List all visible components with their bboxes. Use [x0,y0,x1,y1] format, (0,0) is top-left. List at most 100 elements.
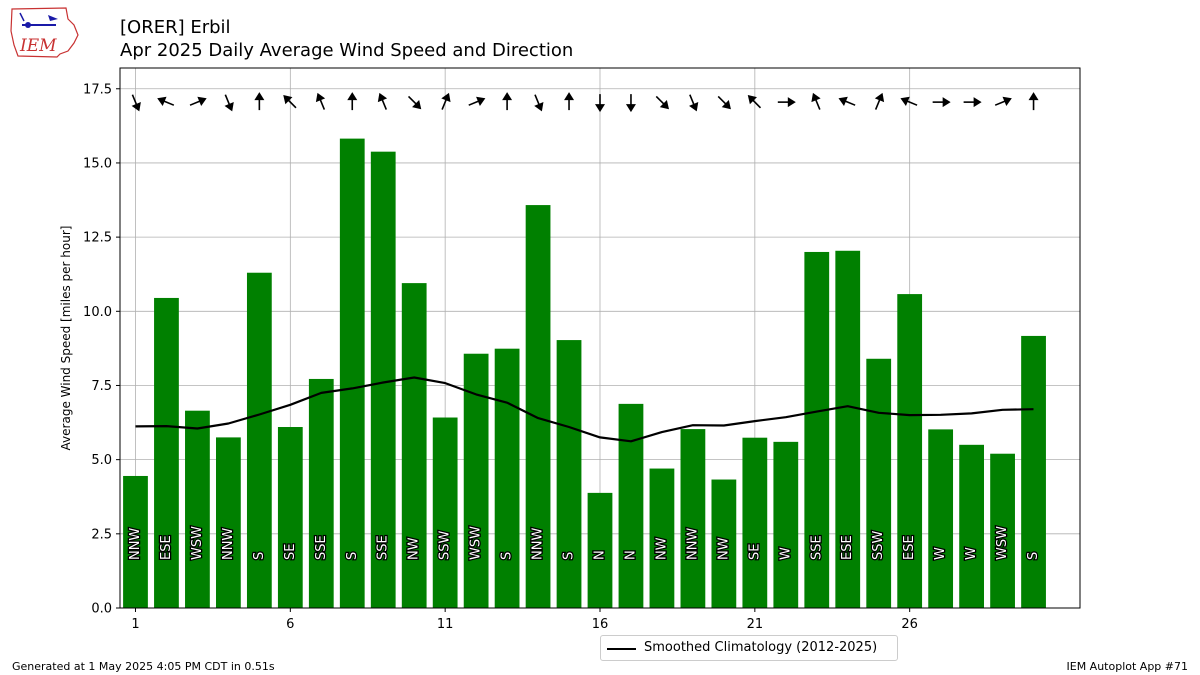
wind-arrow-shaft [814,99,821,110]
wind-arrow [717,95,731,110]
bar [866,358,892,608]
wind-arrow-head [659,99,670,110]
bar [494,348,520,608]
wind-arrow-shaft [689,94,695,106]
wind-arrow-shaft [287,99,297,109]
wind-arrow-head [1028,92,1039,101]
direction-label: W [778,547,793,560]
bar [556,340,582,608]
wind-arrow-shaft [407,95,417,105]
bar [773,441,799,608]
wind-arrow-head [625,104,636,113]
wind-arrow [502,92,513,111]
wind-arrow-shaft [224,94,231,106]
direction-label: ESE [902,535,917,560]
wind-arrow [564,92,575,111]
bar [216,437,241,608]
bar [587,492,613,608]
legend-line-swatch [607,648,636,650]
direction-label: SSE [314,535,329,560]
wind-arrow [254,92,265,111]
wind-arrow [1028,92,1039,111]
bar [680,429,706,608]
wind-arrow-head [224,102,234,112]
wind-arrow [655,95,670,110]
bar [804,251,830,608]
direction-label: S [562,552,577,560]
wind-arrow-shaft [655,95,665,105]
wind-arrow [468,96,486,106]
climatology-line-layer [135,376,1034,443]
bar [835,250,861,608]
wind-arrow-shaft [468,100,480,106]
bar [185,410,210,608]
wind-arrow [874,92,885,110]
wind-arrow-head [838,96,848,106]
wind-arrow [283,95,297,109]
autoplot-app-label: IEM Autoplot App #71 [1066,660,1189,673]
wind-arrow [811,92,821,110]
wind-arrow-head [564,92,575,101]
direction-label: NW [654,537,669,560]
bar [928,429,954,608]
wind-arrow [747,95,762,109]
legend-label: Smoothed Climatology (2012-2025) [644,640,878,655]
wind-arrow [838,96,856,106]
wind-arrow-head [315,92,326,103]
wind-arrow [534,94,544,112]
wind-arrow-shaft [319,99,326,110]
direction-label: W [964,547,979,560]
direction-label: SSW [438,530,453,560]
direction-label: S [252,552,267,560]
bar [990,453,1015,608]
direction-label: NNW [128,528,143,560]
y-tick-label: 2.5 [91,527,112,542]
wind-arrow-shaft [752,99,762,109]
axis-layer: 0.02.55.07.510.012.515.017.51 6 11 16 21 26 [83,82,918,632]
legend: Smoothed Climatology (2012-2025) [600,635,898,661]
bar [370,151,396,608]
wind-arrow-head [157,96,167,106]
wind-arrow [315,92,326,110]
bar [308,378,334,608]
wind-arrow-head [595,104,605,113]
wind-arrow [224,94,234,112]
wind-arrow-head [197,96,207,106]
wind-arrow-head [973,97,982,108]
wind-arrow [900,96,918,106]
direction-label: S [1026,552,1041,560]
wind-arrow-head [502,92,513,101]
x-tick-label: 6 [286,617,294,632]
wind-arrow-head [131,102,141,112]
bar [618,403,644,608]
x-tick-label: 1 [131,617,139,632]
bar [711,479,737,608]
direction-label: N [623,550,638,560]
bar [897,294,923,608]
wind-arrow [377,92,388,110]
wind-arrow-head [721,99,731,110]
direction-label: SSE [809,535,824,560]
wind-arrow-shaft [994,100,1006,106]
y-tick-label: 0.0 [91,602,112,617]
direction-label-layer: NNW ESE WSW NNW S SE SSE S SSE NW SSW WSW S NNW S N N NW N… [127,525,1043,562]
wind-arrow-shaft [534,94,540,106]
wind-arrow-shaft [441,99,448,110]
wind-arrow-head [441,92,451,103]
bar [123,475,148,608]
wind-arrow-shaft [381,99,388,110]
wind-arrow-head [254,92,265,101]
wind-arrow [932,97,951,108]
x-tick-label: 16 [592,617,609,632]
direction-label: S [345,552,360,560]
bar [277,427,303,608]
direction-label: SE [283,544,298,560]
wind-arrow-head [900,96,910,106]
x-tick-label: 26 [901,617,918,632]
direction-label: S [500,552,515,560]
wind-arrow-shaft [874,99,881,110]
x-tick-label: 11 [437,617,454,632]
x-tick-label: 21 [747,617,764,632]
direction-label: ESE [840,535,855,560]
